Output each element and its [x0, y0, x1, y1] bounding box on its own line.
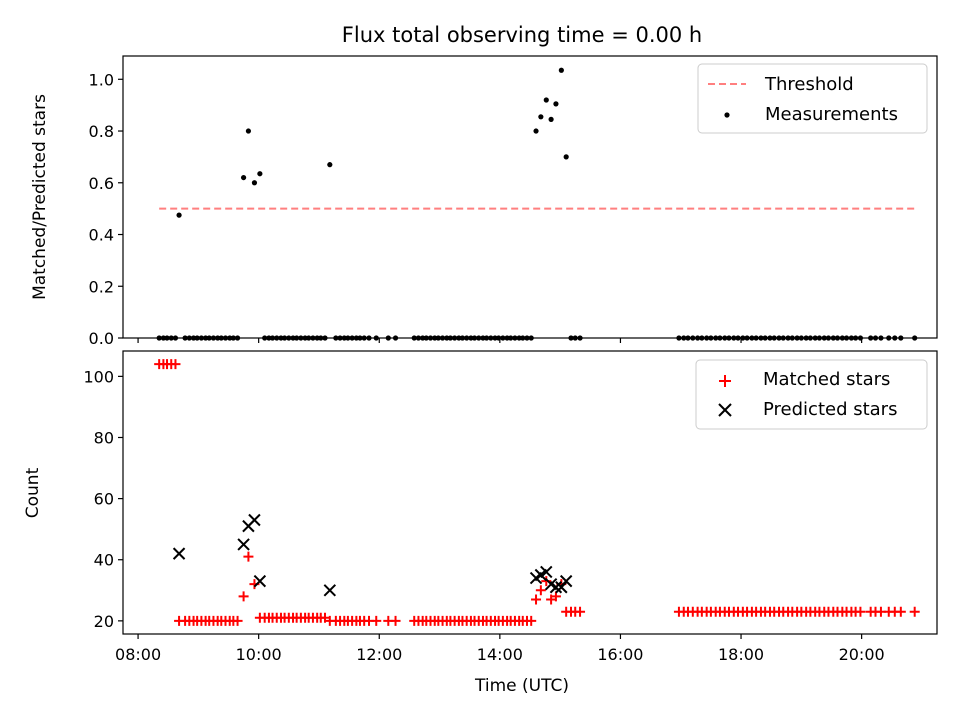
matched-star-point [895, 606, 906, 617]
x-axis-label: Time (UTC) [474, 676, 569, 696]
measurement-point [245, 128, 252, 134]
legend-predicted-label: Predicted stars [763, 399, 897, 420]
bottom-legend: Matched stars Predicted stars [695, 359, 928, 430]
predicted-star-point [248, 513, 261, 527]
panel-bottom: 20 40 60 80 100 08:00 10:00 12:00 14:00 16:00 18:… [23, 350, 938, 696]
x-tick-label: 08:00 [115, 645, 161, 664]
predicted-star-point [172, 547, 186, 560]
matched-stars-points [154, 359, 920, 626]
legend-measurement-marker [724, 112, 730, 118]
x-tick-label: 20:00 [839, 645, 885, 664]
x-tick-label: 18:00 [718, 645, 764, 664]
x-tick-label: 10:00 [236, 645, 282, 664]
matched-star-point [232, 615, 243, 626]
measurement-point [533, 128, 539, 134]
figure-title: Flux total observing time = 0.00 h [342, 23, 702, 47]
measurement-point [558, 67, 564, 73]
x-tick-label: 12:00 [356, 645, 402, 664]
top-axes-frame [122, 55, 938, 339]
top-y-tick-label: 0.8 [89, 122, 114, 141]
measurement-point [543, 97, 549, 103]
matched-star-point [541, 576, 552, 587]
top-y-tick-label: 0.2 [89, 277, 114, 296]
x-tick-label: 14:00 [477, 645, 523, 664]
matched-star-point [550, 591, 561, 602]
bottom-legend-box [695, 359, 928, 430]
bottom-y-tick-label: 60 [94, 490, 114, 509]
matched-star-point [575, 606, 586, 617]
top-y-tick-label: 0.0 [89, 329, 114, 348]
legend-predicted-marker [718, 403, 732, 417]
measurement-point [257, 171, 263, 177]
measurement-point [553, 101, 559, 107]
predicted-star-point [540, 565, 553, 579]
predicted-star-point [253, 574, 267, 588]
legend-matched-marker [719, 375, 731, 387]
top-y-ticks: 0.0 0.2 0.4 0.6 0.8 1.0 [89, 70, 123, 348]
predicted-star-point [237, 538, 250, 551]
bottom-y-tick-label: 80 [94, 428, 114, 447]
measurement-point [538, 114, 544, 120]
matched-star-point [238, 591, 249, 602]
predicted-star-point [549, 581, 563, 594]
measurement-point [327, 162, 333, 168]
matched-star-point [535, 585, 546, 596]
predicted-stars-points [172, 513, 573, 597]
matched-star-point [855, 606, 866, 617]
measurement-point [240, 174, 247, 181]
matched-star-point [526, 615, 537, 626]
top-y-axis-label: Matched/Predicted stars [30, 94, 50, 300]
top-y-tick-label: 1.0 [89, 70, 114, 89]
x-tick-label: 16:00 [597, 645, 643, 664]
top-legend: Threshold Measurements [697, 63, 928, 134]
matched-star-point [371, 615, 382, 626]
measurement-point [251, 180, 258, 186]
bottom-x-ticks: 08:00 10:00 12:00 14:00 16:00 18:00 20:00 [115, 634, 885, 664]
top-x-ticks [137, 338, 863, 343]
bottom-axes-frame [122, 350, 938, 635]
legend-measurement-label: Measurements [765, 104, 898, 125]
bottom-y-tick-label: 20 [94, 612, 114, 631]
predicted-star-point [323, 584, 337, 597]
legend-threshold-label: Threshold [764, 74, 854, 95]
measurement-point [563, 154, 569, 160]
bottom-y-axis-label: Count [23, 467, 43, 518]
predicted-star-point [559, 574, 573, 588]
bottom-y-tick-label: 40 [94, 551, 114, 570]
top-y-tick-label: 0.6 [89, 174, 114, 193]
measurement-point [176, 212, 182, 218]
bottom-y-tick-label: 100 [83, 367, 114, 386]
legend-matched-label: Matched stars [763, 369, 890, 390]
top-y-tick-label: 0.4 [89, 226, 114, 245]
top-legend-box [697, 63, 928, 134]
matched-star-point [243, 551, 254, 562]
bottom-y-ticks: 20 40 60 80 100 [83, 367, 123, 631]
matched-star-point [909, 606, 920, 617]
panel-top: 0.0 0.2 0.4 0.6 0.8 1.0 Matched/Predicted sta… [30, 55, 938, 348]
matched-star-point [390, 615, 401, 626]
measurement-point [548, 116, 554, 122]
matched-star-point [170, 359, 181, 370]
matched-star-point [531, 594, 542, 605]
